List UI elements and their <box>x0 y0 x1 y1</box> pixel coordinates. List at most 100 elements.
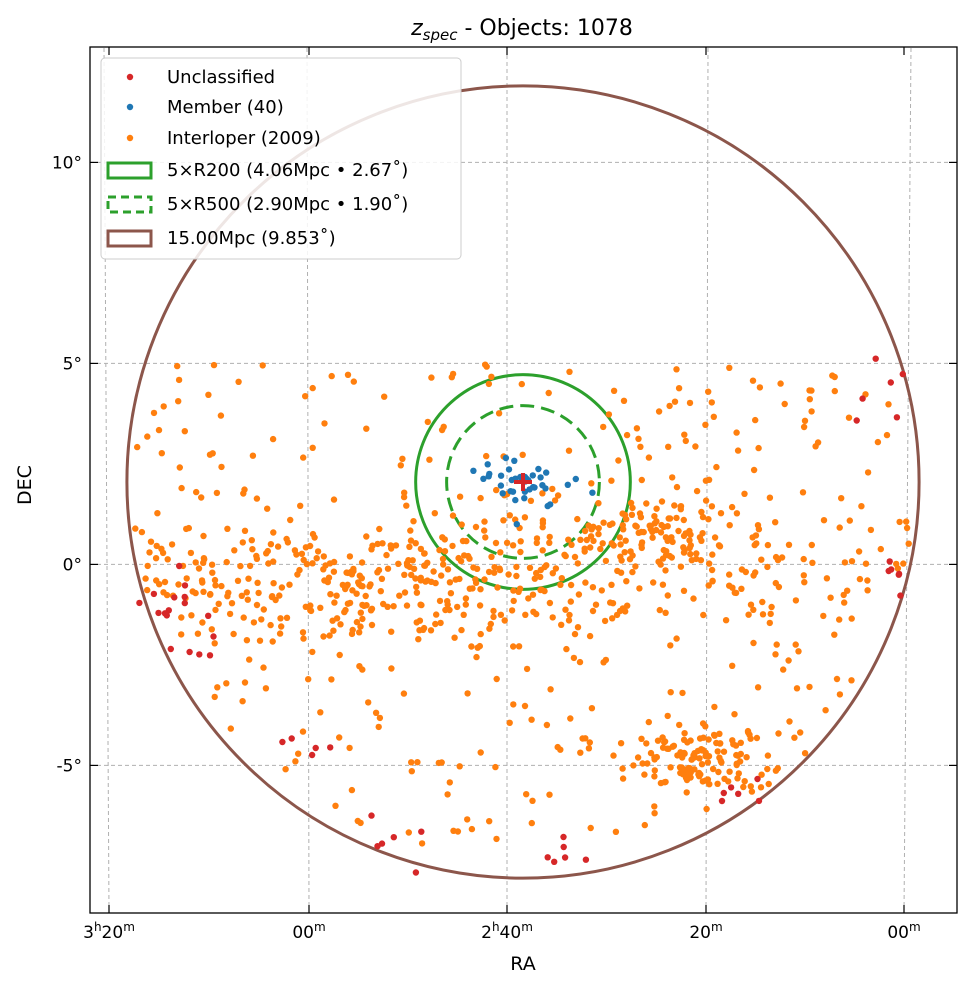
interloper-points <box>132 361 912 847</box>
interloper-point <box>444 598 451 605</box>
interloper-point <box>662 567 669 574</box>
x-tick-label: 3h20m <box>83 920 135 943</box>
interloper-point <box>680 736 688 743</box>
interloper-point <box>750 606 757 613</box>
interloper-point <box>681 730 688 737</box>
interloper-point <box>729 662 736 669</box>
interloper-point <box>638 539 646 546</box>
interloper-point <box>649 534 656 541</box>
interloper-point <box>146 549 153 556</box>
interloper-point <box>634 754 642 761</box>
interloper-point <box>327 591 334 598</box>
interloper-point <box>709 765 717 773</box>
interloper-point <box>320 633 327 640</box>
interloper-point <box>758 771 765 778</box>
interloper-point <box>558 575 565 582</box>
legend-box <box>100 57 462 260</box>
interloper-point <box>441 548 449 555</box>
member-point <box>480 475 487 482</box>
interloper-point <box>565 447 573 454</box>
interloper-point <box>571 553 579 561</box>
interloper-point <box>638 735 645 742</box>
legend-label: Member (40) <box>167 97 284 118</box>
interloper-point <box>178 484 185 492</box>
interloper-point <box>482 534 489 541</box>
interloper-point <box>226 610 234 618</box>
interloper-point <box>655 558 662 565</box>
interloper-point <box>344 569 352 577</box>
interloper-point <box>153 542 160 550</box>
interloper-point <box>473 653 480 661</box>
interloper-point <box>708 503 716 510</box>
interloper-point <box>750 639 757 647</box>
interloper-point <box>426 456 433 463</box>
interloper-point <box>775 730 782 737</box>
interloper-point <box>377 588 384 595</box>
interloper-point <box>249 546 256 553</box>
unclassified-point <box>196 651 203 658</box>
legend-label: Unclassified <box>167 67 275 88</box>
interloper-point <box>562 606 569 613</box>
unclassified-point <box>176 562 183 570</box>
interloper-point <box>387 542 394 549</box>
interloper-point <box>444 566 452 573</box>
interloper-point <box>522 611 529 618</box>
interloper-point <box>527 497 535 504</box>
interloper-point <box>517 538 524 545</box>
interloper-point <box>292 758 299 765</box>
interloper-point <box>673 514 680 522</box>
interloper-point <box>767 610 774 618</box>
interloper-point <box>537 573 544 581</box>
unclassified-point <box>327 744 334 751</box>
interloper-point <box>240 614 247 621</box>
interloper-point <box>840 591 847 599</box>
interloper-point <box>589 584 597 591</box>
interloper-point <box>305 676 312 683</box>
interloper-point <box>705 476 713 483</box>
interloper-point <box>446 779 453 786</box>
interloper-point <box>726 364 733 371</box>
interloper-point <box>158 450 165 457</box>
interloper-point <box>265 560 272 567</box>
interloper-point <box>249 452 257 459</box>
interloper-point <box>195 565 203 572</box>
interloper-point <box>408 759 415 766</box>
interloper-point <box>644 760 651 767</box>
interloper-point <box>178 631 185 638</box>
interloper-point <box>175 398 182 405</box>
interloper-point <box>682 437 689 445</box>
interloper-point <box>365 699 372 706</box>
interloper-point <box>696 773 703 780</box>
unclassified-point <box>390 834 397 841</box>
interloper-point <box>444 791 451 798</box>
interloper-point <box>482 361 489 368</box>
interloper-point <box>193 488 200 496</box>
interloper-point <box>640 528 647 536</box>
interloper-point <box>200 559 207 566</box>
interloper-point <box>552 565 560 572</box>
interloper-point <box>309 648 316 656</box>
interloper-point <box>153 577 160 584</box>
interloper-point <box>500 517 507 524</box>
y-axis-label: DEC <box>14 465 36 505</box>
interloper-point <box>676 721 683 729</box>
circle-solid <box>125 84 921 880</box>
interloper-point <box>270 580 277 587</box>
interloper-point <box>747 783 754 790</box>
unclassified-point <box>720 789 727 797</box>
interloper-point <box>523 791 530 798</box>
interloper-point <box>590 537 597 545</box>
interloper-point <box>493 835 500 843</box>
title-z: z <box>410 16 423 41</box>
interloper-point <box>666 515 674 522</box>
interloper-point <box>163 591 171 599</box>
interloper-point <box>326 560 334 567</box>
interloper-point <box>321 420 328 427</box>
interloper-point <box>407 537 415 544</box>
interloper-point <box>538 586 545 593</box>
interloper-point <box>428 578 435 585</box>
interloper-point <box>227 725 234 732</box>
interloper-point <box>300 454 307 461</box>
interloper-point <box>633 523 640 530</box>
interloper-point <box>270 529 277 536</box>
